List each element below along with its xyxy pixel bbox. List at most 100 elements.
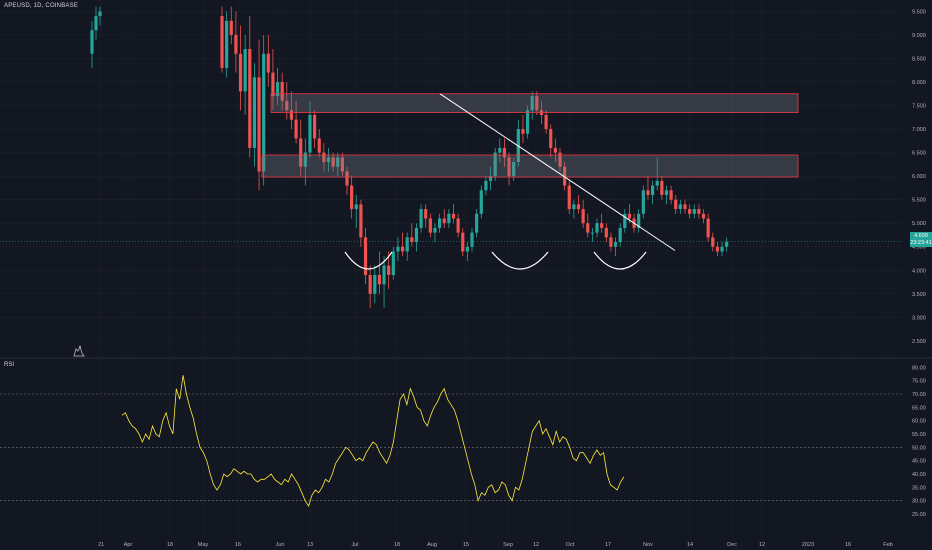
candle-body (512, 162, 516, 177)
candle-body (650, 185, 655, 195)
rsi-tick-label: 80.00 (912, 365, 926, 371)
time-tick-label: Aug (427, 542, 437, 548)
candle-body (257, 77, 261, 172)
price-tick-label: 9.500 (912, 9, 926, 15)
candle-body (465, 246, 469, 252)
candle-body (266, 53, 270, 73)
candle-body (498, 147, 502, 153)
candle-body (447, 213, 451, 224)
candle-body (396, 246, 400, 252)
rsi-tick-label: 30.00 (912, 499, 926, 505)
price-tick-label: 7.000 (912, 127, 926, 133)
candle-body (98, 11, 102, 17)
candle-body (94, 16, 98, 31)
candle-body (428, 218, 432, 233)
rsi-tick-label: 55.00 (912, 432, 926, 438)
candle-body (336, 157, 340, 167)
candle-body (600, 223, 604, 228)
candle-body (525, 110, 530, 134)
candle-body (451, 213, 456, 219)
candle-body (461, 232, 465, 252)
candle-body (683, 204, 687, 210)
rsi-tick-label: 35.00 (912, 485, 926, 491)
candle-body (262, 53, 266, 172)
candle-body (572, 204, 576, 210)
candle-body (410, 237, 414, 243)
candle-body (618, 227, 622, 243)
price-tick-label: 5.500 (912, 198, 926, 204)
candle-body (613, 242, 618, 247)
candle-body (609, 237, 613, 247)
grid (0, 0, 932, 535)
candle-body (590, 232, 594, 234)
time-tick-label: 21 (98, 542, 104, 548)
price-tick-label: 2.500 (912, 339, 926, 345)
tradingview-logo-icon[interactable] (72, 344, 86, 358)
candle-body (549, 129, 553, 148)
price-tick-label: 4.500 (912, 245, 926, 251)
price-tick-label: 8.000 (912, 80, 926, 86)
candle-body (535, 96, 539, 111)
time-tick-label: Feb (883, 542, 892, 548)
candle-body (669, 190, 673, 200)
candle-body (234, 34, 238, 54)
candle-body (289, 110, 294, 120)
candle-body (493, 152, 497, 177)
candle-body (715, 246, 720, 252)
candle-body (692, 209, 696, 214)
candle-body (229, 20, 233, 35)
candle-body (373, 274, 377, 294)
candle-body (387, 265, 391, 275)
rsi-tick-label: 45.00 (912, 459, 926, 465)
candle-body (419, 209, 423, 228)
price-tick-label: 8.500 (912, 56, 926, 62)
candle-body (405, 237, 409, 252)
candle-body (238, 53, 243, 92)
candle-body (252, 77, 257, 148)
candle-body (655, 180, 659, 186)
time-tick-label: Jun (276, 542, 285, 548)
candle-body (317, 138, 321, 153)
rsi-series-line (121, 375, 625, 507)
candle-body (280, 82, 284, 101)
rsi-tick-label: 50.00 (912, 445, 926, 451)
candle-body (664, 190, 669, 195)
bottom-arc (491, 251, 549, 270)
candle-body (363, 237, 368, 275)
candle-body (368, 274, 372, 294)
candle-body (475, 213, 479, 233)
time-tick-label: 2023 (802, 542, 814, 548)
price-tick-label: 3.000 (912, 315, 926, 321)
descending-trendline (439, 93, 676, 251)
candle-body (563, 166, 567, 186)
candle-body (641, 190, 645, 214)
candle-body (326, 157, 331, 163)
candle-body (340, 157, 344, 172)
rsi-tick-label: 25.00 (912, 512, 926, 518)
candle-body (308, 114, 312, 153)
resistance-zone (261, 154, 799, 178)
candle-body (345, 171, 349, 186)
candle-body (331, 157, 335, 167)
candle-body (627, 213, 632, 219)
candle-body (604, 227, 608, 238)
candle-body (674, 199, 678, 210)
time-tick-label: 16 (235, 542, 241, 548)
price-tick-label: 3.500 (912, 292, 926, 298)
time-tick-label: 12 (533, 542, 539, 548)
candle-body (507, 157, 511, 177)
candle-body (322, 152, 326, 163)
candle-body (479, 190, 483, 214)
candle-body (414, 227, 419, 243)
symbol-title: APEUSD, 1D, COINBASE (4, 3, 79, 9)
candle-body (646, 190, 650, 195)
candle-body (433, 227, 437, 233)
candle-body (303, 152, 307, 167)
price-tag-countdown: 23:23:41 (910, 239, 932, 246)
rsi-tick-label: 70.00 (912, 392, 926, 398)
time-tick-label: 18 (394, 542, 400, 548)
candle-body (438, 218, 442, 228)
rsi-tick-label: 65.00 (912, 405, 926, 411)
candle-body (706, 218, 710, 238)
